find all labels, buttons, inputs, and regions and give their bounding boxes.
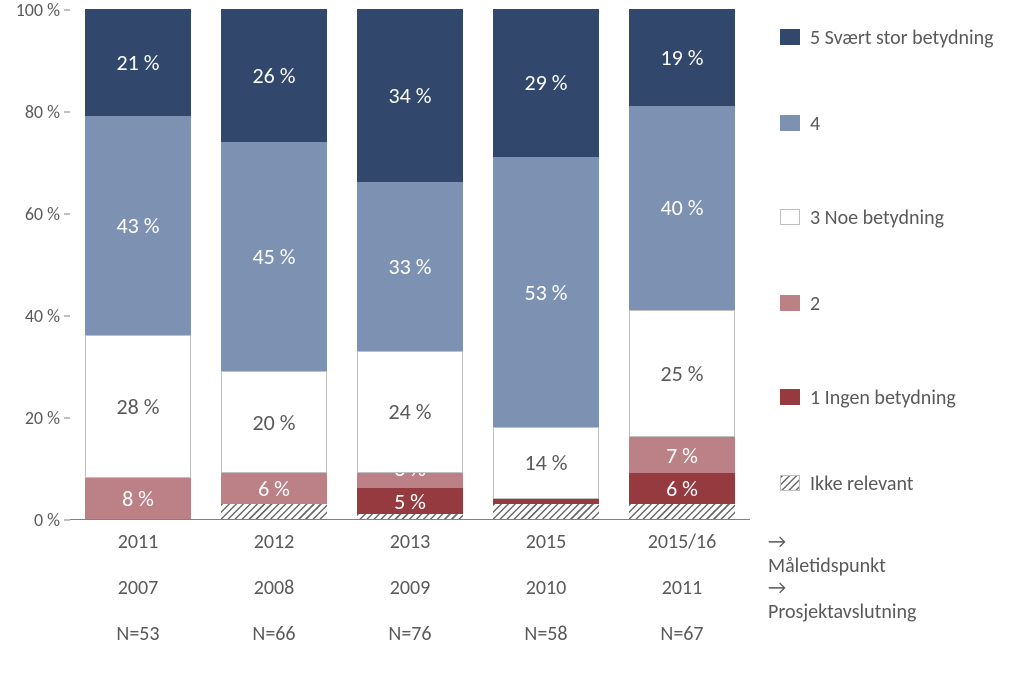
bar-segment-four: 33 % — [357, 182, 463, 350]
x-label: N=67 — [614, 622, 750, 646]
y-tick-label: 0 % — [34, 509, 60, 531]
bar-segment-four: 40 % — [629, 106, 735, 310]
bar-value-label: 40 % — [660, 194, 703, 221]
legend-item: 5 Svært stor betydning — [780, 25, 1004, 51]
bar-segment-two: 3 % — [357, 473, 463, 488]
legend-label: 5 Svært stor betydning — [810, 25, 994, 51]
bar-value-label: 45 % — [252, 243, 295, 270]
bar-value-label: 21 % — [116, 49, 159, 76]
x-label: N=58 — [478, 622, 614, 646]
legend-item: 3 Noe betydning — [780, 205, 1004, 231]
bar-segment-svart: 21 % — [85, 9, 191, 116]
bar-value-label: 8 % — [122, 485, 154, 512]
legend-swatch — [780, 295, 800, 311]
bar-value-label: 6 % — [258, 475, 290, 502]
bar-segment-four: 45 % — [221, 142, 327, 372]
legend-label: 1 Ingen betydning — [810, 385, 956, 411]
bar-value-label: 28 % — [116, 393, 159, 420]
legend-item: 2 — [780, 291, 1004, 317]
x-label: N=53 — [70, 622, 206, 646]
x-label: 2009 — [342, 576, 478, 600]
bar-segment-four: 53 % — [493, 157, 599, 427]
bar-segment-svart: 34 % — [357, 9, 463, 182]
bar-segment-ikke_relevant — [221, 504, 327, 519]
bar-segment-ikke_relevant — [493, 504, 599, 519]
bar-group: 14 % 53 % 29 % — [493, 10, 599, 519]
bar-value-label: 19 % — [660, 44, 703, 71]
legend-label: 2 — [810, 291, 820, 317]
bar-segment-svart: 29 % — [493, 9, 599, 157]
bar-segment-ingen: 5 % — [357, 488, 463, 514]
legend: 5 Svært stor betydning 4 3 Noe betydning 2 1… — [780, 25, 1004, 497]
bar-value-label: 34 % — [388, 82, 431, 109]
plot-area: 8 % 28 % 43 % 21 % 6 % 20 % 45 % 26 % 5 %3 % 24 %… — [70, 10, 750, 520]
bar-segment-svart: 26 % — [221, 9, 327, 142]
bar-segment-two: 8 % — [85, 478, 191, 519]
bar-value-label: 43 % — [116, 212, 159, 239]
legend-swatch — [780, 209, 800, 225]
x-label: 2011 — [70, 530, 206, 554]
x-label: 2010 — [478, 576, 614, 600]
x-label: N=76 — [342, 622, 478, 646]
legend-item: 4 — [780, 111, 1004, 137]
legend-item: 1 Ingen betydning — [780, 385, 1004, 411]
y-tick-label: 40 % — [25, 305, 60, 327]
bar-segment-ikke_relevant — [629, 504, 735, 519]
x-label: 2011 — [614, 576, 750, 600]
bar-group: 6 % 20 % 45 % 26 % — [221, 10, 327, 519]
x-label: 2008 — [206, 576, 342, 600]
chart-container: 0 %20 %40 %60 %80 %100 % 8 %28 %43 %21 %… — [10, 10, 1014, 664]
bar-group: 8 % 28 % 43 % 21 % — [85, 10, 191, 519]
bar-value-label: 20 % — [252, 409, 295, 436]
bar-value-label: 26 % — [252, 62, 295, 89]
legend-label: Ikke relevant — [810, 471, 914, 497]
bar-segment-noe: 20 % — [221, 371, 327, 473]
bar-value-label: 25 % — [660, 360, 703, 387]
x-label: 2015 — [478, 530, 614, 554]
bar-segment-ingen: 6 % — [629, 473, 735, 504]
legend-label: 3 Noe betydning — [810, 205, 944, 231]
y-tick-label: 80 % — [25, 101, 60, 123]
bar-group: 6 % 7 % 25 % 40 % 19 % — [629, 10, 735, 519]
x-row-header: → Måletidspunkt — [768, 530, 886, 578]
legend-swatch — [780, 115, 800, 131]
legend-swatch — [780, 475, 800, 491]
x-label: 2012 — [206, 530, 342, 554]
bar-value-label: 5 % — [394, 488, 426, 515]
legend-label: 4 — [810, 111, 820, 137]
bar-value-label: 29 % — [524, 69, 567, 96]
bar-segment-two: 6 % — [221, 473, 327, 504]
bar-segment-noe: 28 % — [85, 335, 191, 478]
bar-segment-four: 43 % — [85, 116, 191, 335]
x-label: 2007 — [70, 576, 206, 600]
legend-swatch — [780, 389, 800, 405]
x-label: 2013 — [342, 530, 478, 554]
bar-segment-noe: 24 % — [357, 351, 463, 473]
bar-value-label: 53 % — [524, 279, 567, 306]
bar-segment-two: 7 % — [629, 437, 735, 473]
legend-swatch — [780, 29, 800, 45]
bar-value-label: 6 % — [666, 475, 698, 502]
bar-group: 5 %3 % 24 % 33 % 34 % — [357, 10, 463, 519]
legend-item: Ikke relevant — [780, 471, 1004, 497]
bar-segment-noe: 25 % — [629, 310, 735, 438]
bar-segment-ingen — [493, 499, 599, 504]
y-tick-label: 60 % — [25, 203, 60, 225]
bar-segment-noe: 14 % — [493, 427, 599, 498]
y-tick-label: 20 % — [25, 407, 60, 429]
bar-segment-ikke_relevant — [357, 514, 463, 519]
bar-value-label: 33 % — [388, 253, 431, 280]
x-label: 2015/16 — [614, 530, 750, 554]
bar-value-label: 14 % — [524, 449, 567, 476]
y-axis: 0 %20 %40 %60 %80 %100 % — [10, 10, 70, 520]
y-tick-label: 100 % — [16, 0, 60, 21]
x-row-header: → Prosjektavslutning — [768, 576, 916, 624]
x-label: N=66 — [206, 622, 342, 646]
bar-value-label: 24 % — [388, 398, 431, 425]
bar-segment-svart: 19 % — [629, 9, 735, 106]
bar-value-label: 7 % — [666, 442, 698, 469]
